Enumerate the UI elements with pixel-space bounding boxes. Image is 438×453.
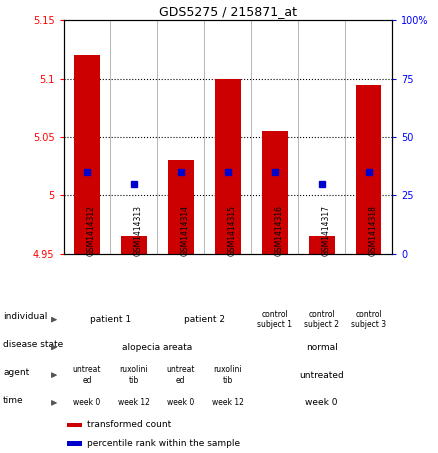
Text: percentile rank within the sample: percentile rank within the sample [86,439,240,448]
Text: GSM1414318: GSM1414318 [368,205,378,256]
Text: GSM1414314: GSM1414314 [181,205,190,256]
Bar [262,131,288,254]
Text: ruxolini
tib: ruxolini tib [120,366,148,385]
Text: GSM1414313: GSM1414313 [134,205,143,256]
Text: individual: individual [3,313,47,321]
Text: control
subject 1: control subject 1 [257,310,292,329]
Text: patient 2: patient 2 [184,315,225,324]
Text: week 0: week 0 [305,398,338,407]
Bar [121,236,147,254]
Text: agent: agent [3,368,29,377]
Text: GSM1414312: GSM1414312 [87,205,96,256]
Bar [309,236,335,254]
Text: patient 1: patient 1 [90,315,131,324]
Text: control
subject 3: control subject 3 [351,310,386,329]
Bar [168,160,194,254]
Bar [356,85,381,254]
Text: week 12: week 12 [212,398,244,407]
Text: disease state: disease state [3,340,64,349]
Bar [215,79,240,254]
Text: week 0: week 0 [73,398,101,407]
Text: alopecia areata: alopecia areata [122,343,192,352]
Text: untreated: untreated [299,371,344,380]
Text: ruxolini
tib: ruxolini tib [213,366,242,385]
Text: GSM1414315: GSM1414315 [228,205,237,256]
Text: week 12: week 12 [118,398,150,407]
Text: untreat
ed: untreat ed [73,366,101,385]
Text: GSM1414317: GSM1414317 [321,205,331,256]
Text: untreat
ed: untreat ed [166,366,195,385]
Title: GDS5275 / 215871_at: GDS5275 / 215871_at [159,5,297,18]
Text: control
subject 2: control subject 2 [304,310,339,329]
Bar [67,441,81,446]
Text: week 0: week 0 [167,398,194,407]
Text: GSM1414316: GSM1414316 [275,205,284,256]
Bar [67,423,81,427]
Text: transformed count: transformed count [86,420,171,429]
Text: time: time [3,395,24,405]
Text: normal: normal [306,343,338,352]
Bar [74,55,100,254]
